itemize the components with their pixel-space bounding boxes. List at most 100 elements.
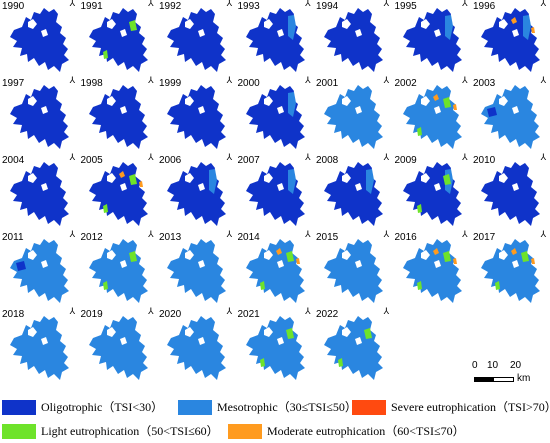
year-label: 2021 [237, 309, 260, 320]
light-eutrophication-patch [495, 281, 500, 290]
north-arrow-icon: ⅄ [540, 76, 547, 86]
lake-map-2016 [402, 239, 462, 303]
year-label: 2015 [316, 232, 339, 243]
moderate-eutrophication-patch [275, 248, 282, 255]
moderate-eutrophication-patch [118, 171, 125, 178]
legend-label-severe: Severe eutrophication（TSI>70） [391, 400, 550, 414]
map-panel-2000: 2000 ⅄ [236, 77, 314, 154]
north-arrow-icon: ⅄ [540, 153, 547, 163]
light-eutrophication-patch [102, 50, 108, 59]
map-panel-2007: 2007 ⅄ [236, 154, 314, 231]
year-label: 2011 [2, 232, 24, 243]
lake-shape [167, 316, 226, 380]
light-eutrophication-patch [285, 328, 294, 339]
year-label: 2001 [316, 78, 339, 89]
lake-shape [402, 162, 462, 226]
lake-map-1990 [10, 8, 69, 72]
light-eutrophication-patch [364, 328, 372, 339]
lake-shape [167, 239, 226, 303]
map-panel-2002: 2002 ⅄ [393, 77, 471, 154]
lake-map-2005 [88, 162, 148, 226]
lake-map-2013 [167, 239, 226, 303]
north-arrow-icon: ⅄ [383, 307, 390, 317]
lake-map-2000 [245, 85, 305, 149]
scale-label-10: 10 [487, 360, 499, 371]
year-label: 2003 [473, 78, 496, 89]
lake-map-2022 [324, 316, 383, 380]
map-panel-1991: 1991 ⅄ [79, 0, 157, 77]
legend-label-moderate: Moderate eutrophication（60<TSI≤70） [267, 424, 465, 438]
lake-shape [481, 162, 540, 226]
legend-swatch-oligotrophic [2, 399, 36, 415]
lake-map-1999 [167, 85, 226, 149]
map-panel-2009: 2009 ⅄ [393, 154, 471, 231]
map-panel-1992: 1992 ⅄ [157, 0, 235, 77]
year-label: 2016 [394, 232, 417, 243]
lake-map-2021 [245, 316, 305, 380]
lake-shape [167, 162, 226, 226]
map-panel-2012: 2012 ⅄ [79, 231, 157, 308]
light-eutrophication-patch [128, 20, 137, 31]
north-arrow-icon: ⅄ [148, 230, 154, 240]
north-arrow-icon: ⅄ [69, 153, 76, 163]
year-label: 2018 [2, 309, 25, 320]
lake-shape [402, 239, 462, 303]
year-label: 2000 [237, 78, 260, 89]
year-label: 1999 [159, 78, 182, 89]
moderate-eutrophication-patch [295, 258, 300, 264]
lake-map-2014 [245, 239, 305, 303]
year-label: 2004 [2, 155, 25, 166]
moderate-eutrophication-patch [531, 258, 535, 264]
north-arrow-icon: ⅄ [69, 230, 76, 240]
moderate-eutrophication-patch [511, 248, 517, 255]
map-panel-1995: 1995 ⅄ [393, 0, 471, 77]
year-label: 1990 [2, 1, 25, 12]
north-arrow-icon: ⅄ [226, 307, 233, 317]
year-label: 2006 [159, 155, 182, 166]
lake-shape [324, 239, 383, 303]
north-arrow-icon: ⅄ [69, 76, 76, 86]
lake-shape [324, 8, 383, 72]
lake-shape [88, 85, 148, 149]
lake-map-1993 [245, 8, 305, 72]
map-panel-1996: 1996 ⅄ [471, 0, 549, 77]
lake-map-1991 [88, 8, 148, 72]
year-label: 1993 [237, 1, 260, 12]
light-eutrophication-patch [338, 358, 343, 367]
legend-item-oligotrophic: Oligotrophic（TSI<30） [2, 398, 163, 416]
legend-swatch-severe [352, 399, 386, 415]
light-eutrophication-patch [102, 204, 108, 213]
north-arrow-icon: ⅄ [226, 230, 233, 240]
lake-map-1998 [88, 85, 148, 149]
lake-shape [245, 162, 305, 226]
north-arrow-icon: ⅄ [148, 0, 154, 9]
north-arrow-icon: ⅄ [462, 230, 468, 240]
lake-map-2018 [10, 316, 69, 380]
moderate-eutrophication-patch [531, 27, 535, 33]
year-label: 1992 [159, 1, 182, 12]
map-panel-2022: 2022 ⅄ [314, 308, 392, 385]
scale-bar: 0 10 20 km [470, 360, 550, 386]
lake-shape [88, 239, 148, 303]
year-label: 1997 [2, 78, 25, 89]
oligotrophic-patch [487, 107, 497, 117]
map-panel-2011: 2011 ⅄ [0, 231, 78, 308]
map-panel-2021: 2021 ⅄ [236, 308, 314, 385]
scale-label-20: 20 [510, 360, 522, 371]
lake-shape [324, 85, 383, 149]
light-eutrophication-patch [128, 174, 137, 185]
north-arrow-icon: ⅄ [305, 153, 311, 163]
lake-shape [88, 162, 148, 226]
moderate-eutrophication-patch [432, 94, 439, 101]
lake-shape [10, 162, 69, 226]
north-arrow-icon: ⅄ [383, 0, 390, 9]
oligotrophic-patch [16, 261, 26, 271]
lake-map-1997 [10, 85, 69, 149]
legend-label-light: Light eutrophication（50<TSI≤60） [41, 424, 219, 438]
year-label: 1994 [316, 1, 339, 12]
north-arrow-icon: ⅄ [462, 0, 468, 9]
light-eutrophication-patch [416, 204, 422, 213]
lake-shape [481, 8, 540, 72]
map-panel-2003: 2003 ⅄ [471, 77, 549, 154]
map-panel-2005: 2005 ⅄ [79, 154, 157, 231]
